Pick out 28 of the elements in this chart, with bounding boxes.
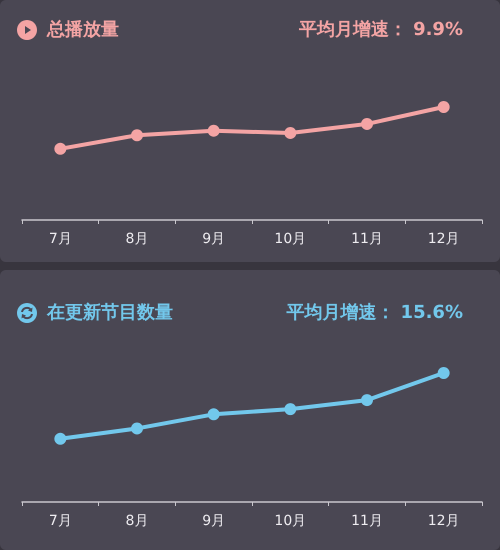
x-tick-label: 12月 [428,513,460,529]
point [131,422,143,434]
x-tick-label: 7月 [48,231,72,247]
point [438,101,450,113]
x-tick-label: 9月 [202,513,226,529]
text: 平均月增速： 9.9% [298,19,463,41]
text: 平均月增速： 15.6% [286,302,463,324]
x-tick-label: 12月 [428,231,460,247]
x-tick-label: 9月 [202,231,226,247]
x-tick-label: 8月 [126,513,148,529]
point [284,126,296,139]
point [208,124,220,137]
point [438,367,450,379]
point [284,403,296,416]
x-tick-label: 10月 [274,513,306,529]
x-tick-label: 7月 [48,513,72,529]
point [361,118,373,130]
point [208,408,220,420]
point [54,142,66,155]
chart-title: 在更新节目数量 [47,302,173,324]
x-tick-label: 8月 [126,231,148,247]
point [54,432,66,445]
point [361,394,373,406]
point [131,129,143,142]
x-tick-label: 11月 [351,231,383,247]
chart-title: 总播放量 [47,19,119,41]
x-tick-label: 11月 [351,513,383,529]
x-tick-label: 10月 [274,231,306,247]
